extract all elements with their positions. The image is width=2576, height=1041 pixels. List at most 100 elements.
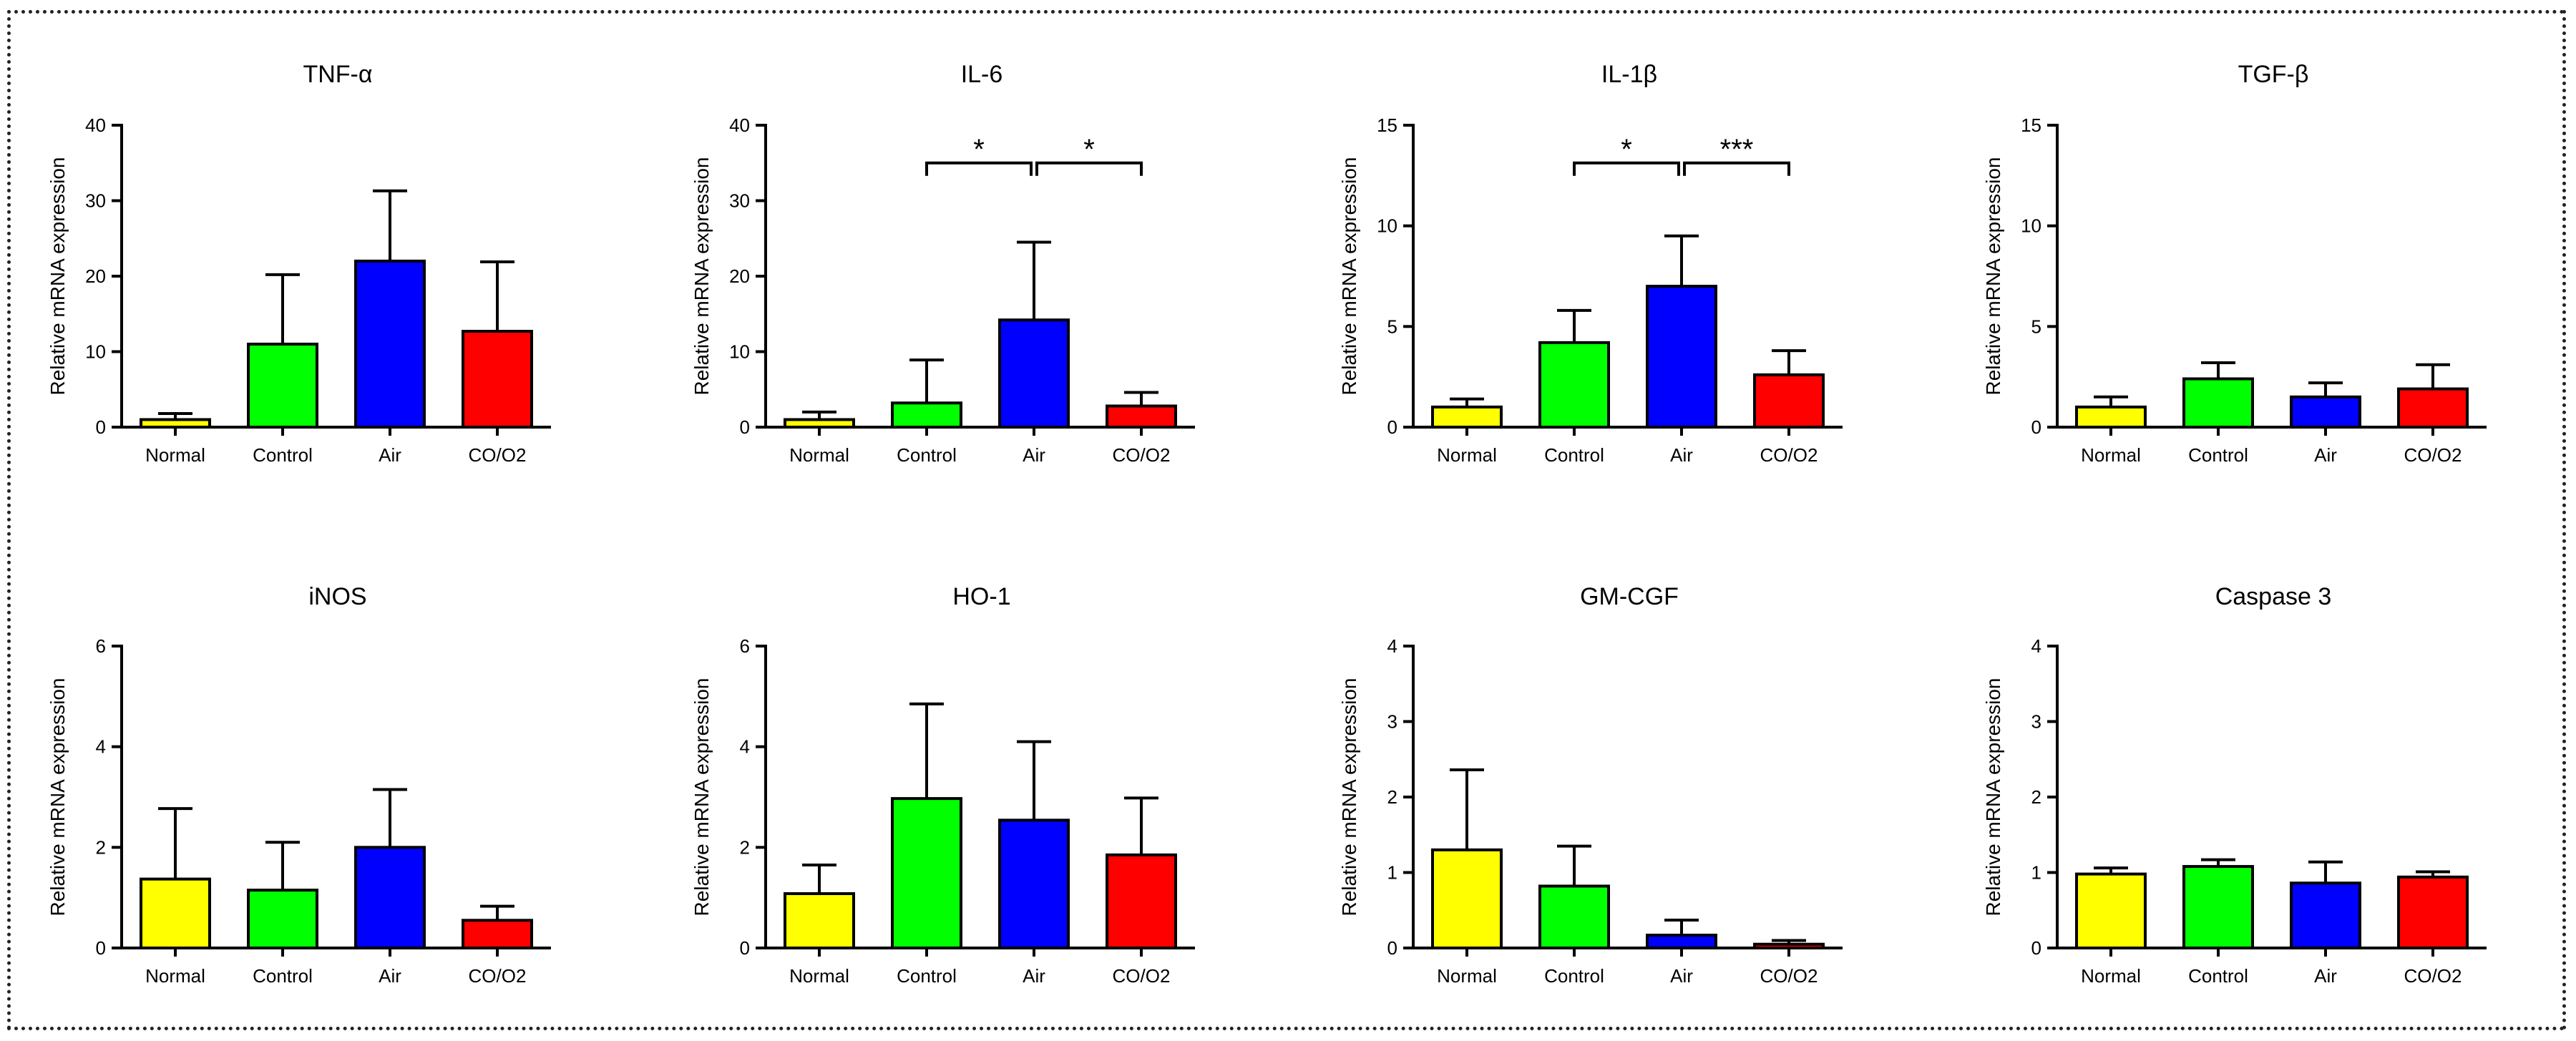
bar-control [2182,377,2254,429]
y-tick-label: 5 [1387,316,1397,337]
y-tick-label: 40 [729,114,750,136]
chart-panel-8: Caspase 3 Relative mRNA expression 0 1 2 3 4 No… [1982,583,2487,987]
x-tick-label: Control [253,444,313,466]
x-tick-label: Normal [789,444,849,466]
y-axis-label: Relative mRNA expression [1982,678,2004,916]
bar-normal [2075,872,2147,949]
x-tick-label: Air [1023,965,1045,987]
x-tick-label: Air [2314,965,2337,987]
x-tick-label: Normal [789,965,849,987]
x-tick-label: Normal [145,444,205,466]
bar-co-o2 [462,919,533,949]
figure-border [7,10,2566,1030]
y-tick-label: 2 [96,836,106,858]
y-axis-label: Relative mRNA expression [47,678,69,916]
bar-air [2290,881,2361,950]
y-tick-label: 4 [740,736,750,758]
y-tick-label: 0 [96,416,106,438]
chart-title: iNOS [308,583,366,610]
significance-bracket [925,161,1033,176]
bar-co-o2 [1753,942,1825,949]
bar-co-o2 [462,330,533,429]
chart-title: GM-CGF [1580,583,1679,610]
bar-air [1646,934,1717,949]
x-tick-label: Control [1544,965,1604,987]
bar-control [247,889,318,950]
x-tick-label: Normal [2081,444,2141,466]
y-tick-label: 6 [96,635,106,657]
chart-title: TNF-α [303,61,372,88]
chart-panel-1: TNF-α Relative mRNA expression 0 10 20 30 40 No… [47,61,551,466]
y-tick-label: 4 [1387,635,1397,657]
bar-air [2290,395,2361,429]
y-axis-label: Relative mRNA expression [1338,678,1360,916]
y-tick-label: 2 [1387,786,1397,808]
chart-title: IL-1β [1601,61,1657,88]
y-tick-label: 15 [2021,114,2041,136]
bar-co-o2 [1753,373,1825,429]
bar-co-o2 [2397,875,2469,949]
x-tick-label: CO/O2 [1760,965,1818,987]
x-tick-label: CO/O2 [1760,444,1818,466]
y-tick-label: 5 [2031,316,2041,337]
significance-label: * [973,134,985,165]
x-tick-label: Normal [145,965,205,987]
bar-co-o2 [2397,387,2469,429]
y-tick-label: 30 [729,190,750,212]
bar-air [1646,285,1717,429]
y-tick-label: 0 [740,416,750,438]
x-tick-label: Control [897,444,957,466]
significance-bracket [1035,161,1143,176]
y-axis-label: Relative mRNA expression [1338,157,1360,395]
bar-air [354,259,426,429]
significance-label: *** [1720,134,1754,165]
chart-title: HO-1 [952,583,1010,610]
x-tick-label: Control [253,965,313,987]
bar-control [891,797,962,949]
x-tick-label: CO/O2 [469,965,527,987]
significance-label: * [1083,134,1095,165]
y-tick-label: 0 [1387,937,1397,959]
bar-air [998,318,1070,429]
bar-normal [1431,848,1503,949]
bar-normal [1431,405,1503,429]
bar-normal [784,892,855,950]
chart-title: IL-6 [961,61,1003,88]
y-tick-label: 6 [740,635,750,657]
chart-title: Caspase 3 [2215,583,2332,610]
bar-normal [784,418,855,429]
bar-air [998,818,1070,950]
x-tick-label: Normal [2081,965,2141,987]
x-tick-label: CO/O2 [2404,444,2462,466]
y-tick-label: 2 [740,836,750,858]
x-tick-label: Control [1544,444,1604,466]
x-tick-label: Air [379,965,401,987]
bar-control [1538,884,1610,949]
y-tick-label: 1 [2031,862,2041,884]
x-tick-label: CO/O2 [1113,444,1171,466]
y-tick-label: 0 [96,937,106,959]
y-tick-label: 4 [96,736,106,758]
y-tick-label: 2 [2031,786,2041,808]
y-tick-label: 10 [729,341,750,363]
chart-panel-2: IL-6 Relative mRNA expression 0 10 20 30 40 Nor… [691,61,1195,466]
bar-control [891,401,962,429]
y-tick-label: 20 [85,265,106,287]
bar-normal [2075,405,2147,429]
chart-panel-5: iNOS Relative mRNA expression 0 2 4 6 Normal Co… [47,583,551,987]
y-axis-label: Relative mRNA expression [47,157,69,395]
chart-panel-7: GM-CGF Relative mRNA expression 0 1 2 3 4 Norma… [1338,583,1843,987]
bar-control [247,342,318,429]
x-tick-label: Air [1670,965,1693,987]
chart-panel-4: TGF-β Relative mRNA expression 0 5 10 15 Norma… [1982,61,2487,466]
bar-control [1538,341,1610,429]
x-tick-label: Control [897,965,957,987]
x-tick-label: Air [2314,444,2337,466]
y-axis-label: Relative mRNA expression [691,157,713,395]
y-axis-label: Relative mRNA expression [1982,157,2004,395]
chart-title: TGF-β [2238,61,2309,88]
y-tick-label: 20 [729,265,750,287]
y-tick-label: 30 [85,190,106,212]
y-tick-label: 10 [2021,215,2041,237]
x-tick-label: CO/O2 [469,444,527,466]
